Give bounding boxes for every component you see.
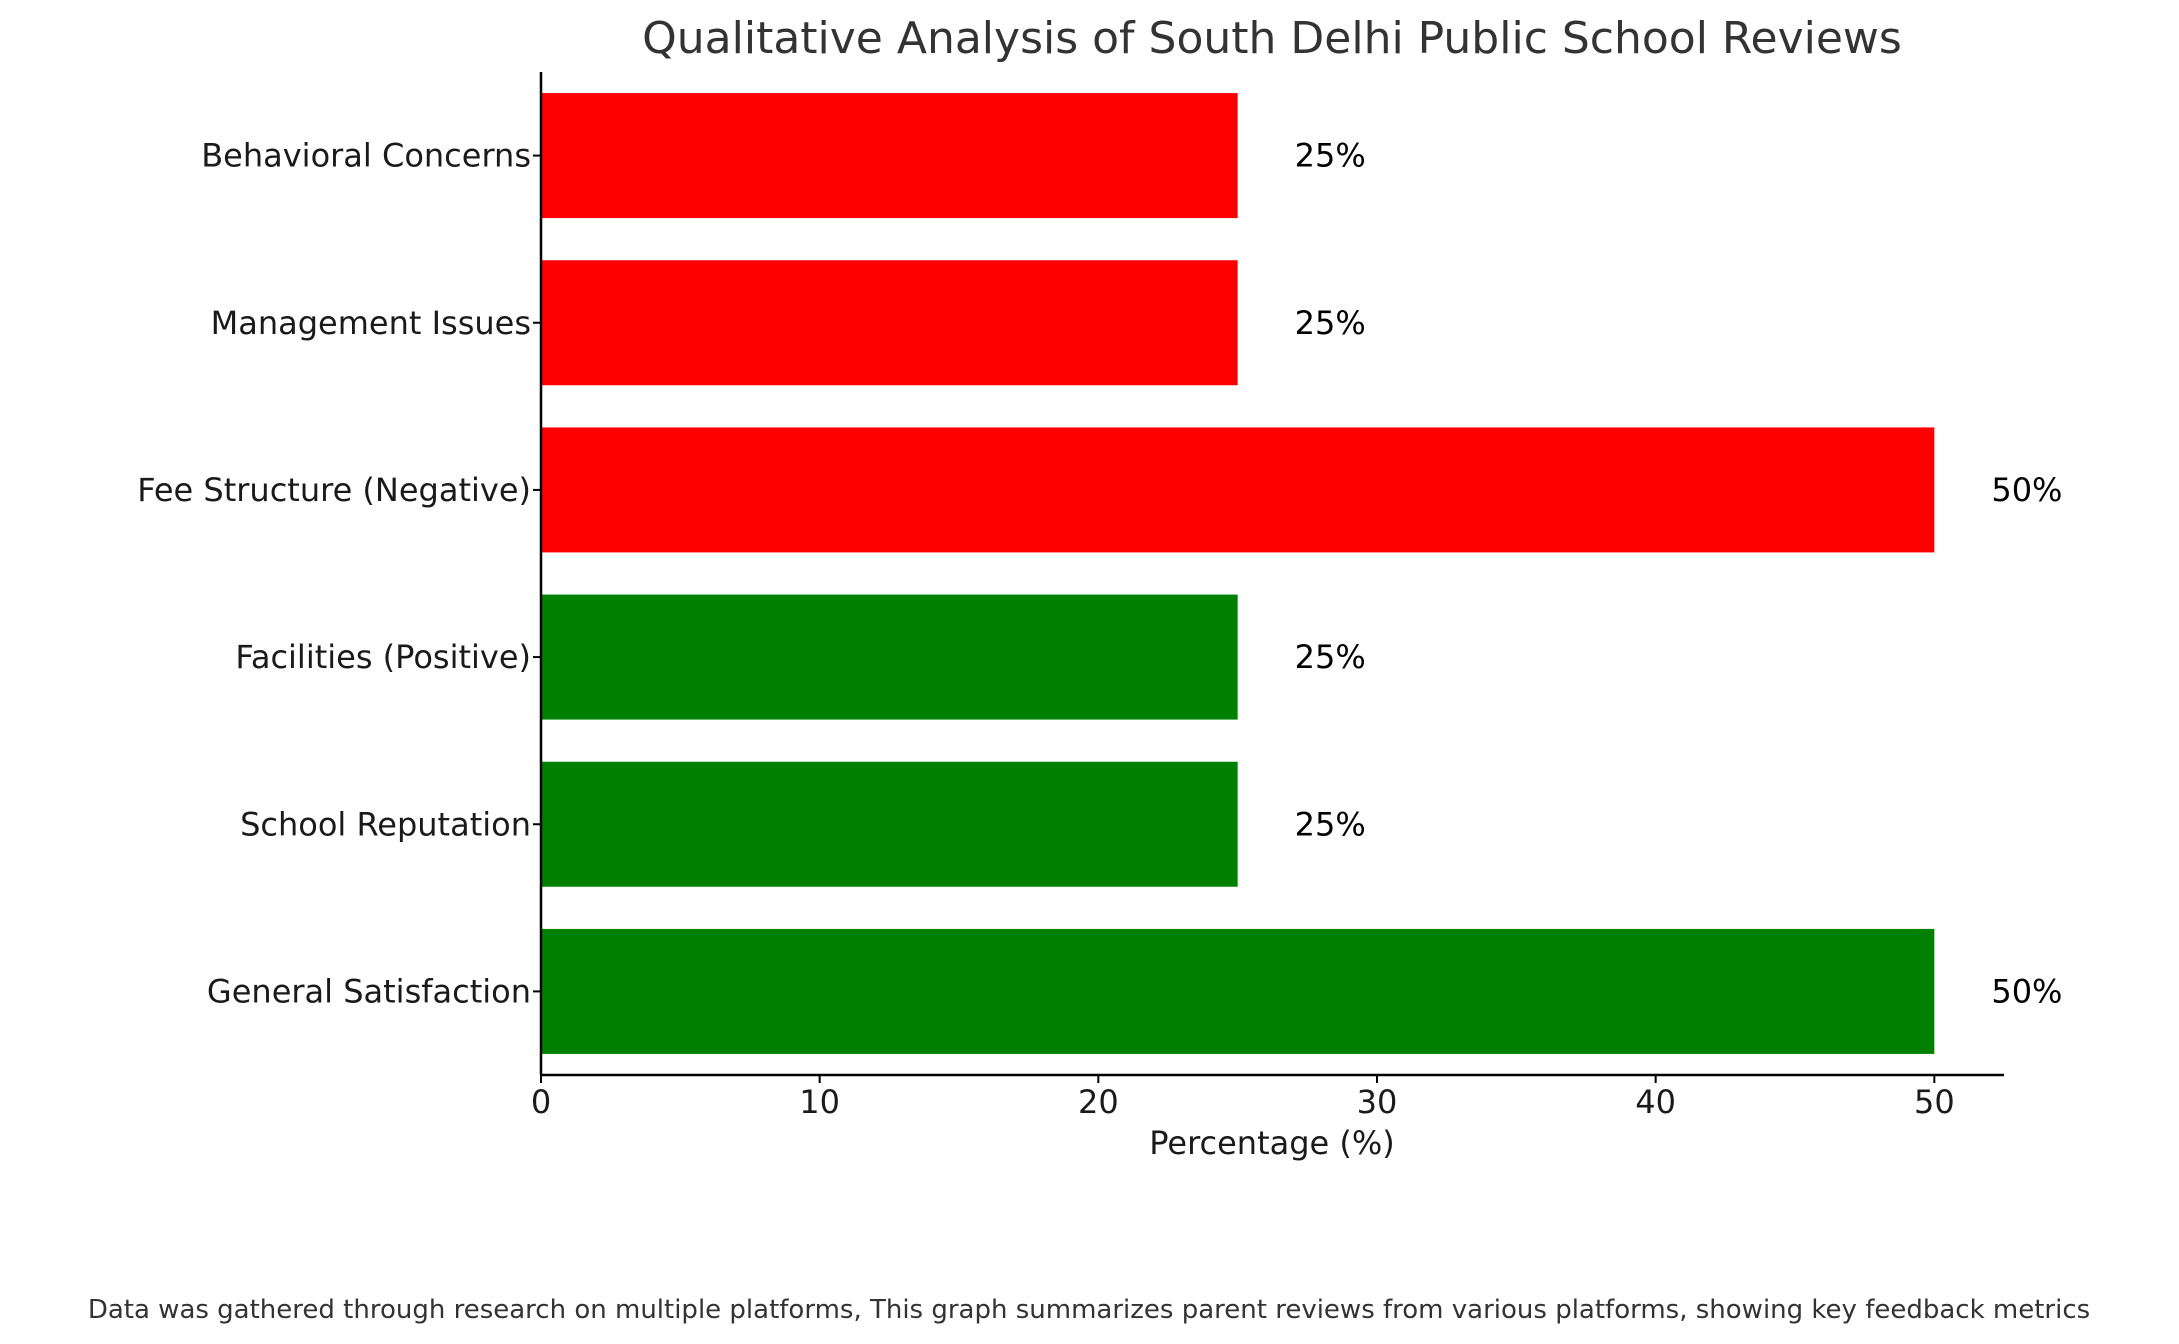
value-labels-layer: 50% 25% 25% 50% 25% 25% <box>1295 137 2063 1011</box>
y-tick-label-management-issues: Management Issues <box>211 304 531 342</box>
bar-behavioral-concerns <box>541 93 1238 219</box>
value-label-fee-structure-negative: 50% <box>1991 471 2062 509</box>
x-tick-label-20: 20 <box>1078 1083 1119 1121</box>
value-label-behavioral-concerns: 25% <box>1295 137 1366 175</box>
value-label-general-satisfaction: 50% <box>1991 972 2062 1010</box>
y-tick-label-school-reputation: School Reputation <box>240 805 531 843</box>
x-axis: 0 10 20 30 40 50 <box>531 1073 2004 1121</box>
y-axis: General Satisfaction School Reputation Fac… <box>137 72 543 1075</box>
bar-management-issues <box>541 260 1238 386</box>
value-label-school-reputation: 25% <box>1295 805 1366 843</box>
x-axis-title: Percentage (%) <box>1149 1124 1395 1162</box>
y-tick-label-behavioral-concerns: Behavioral Concerns <box>201 137 531 175</box>
y-tick-label-general-satisfaction: General Satisfaction <box>207 972 531 1010</box>
chart-title: Qualitative Analysis of South Delhi Publ… <box>642 13 1902 64</box>
bar-school-reputation <box>541 761 1238 887</box>
x-tick-label-50: 50 <box>1914 1083 1955 1121</box>
value-label-management-issues: 25% <box>1295 304 1366 342</box>
x-tick-label-40: 40 <box>1635 1083 1676 1121</box>
footnote: Data was gathered through research on mu… <box>88 1295 2090 1325</box>
bars-layer <box>541 93 1935 1054</box>
x-tick-label-10: 10 <box>799 1083 840 1121</box>
value-label-facilities-positive: 25% <box>1295 638 1366 676</box>
x-tick-label-30: 30 <box>1357 1083 1398 1121</box>
y-tick-label-fee-structure-negative: Fee Structure (Negative) <box>137 471 531 509</box>
bar-general-satisfaction <box>541 928 1935 1054</box>
bar-fee-structure-negative <box>541 427 1935 553</box>
y-tick-label-facilities-positive: Facilities (Positive) <box>235 638 531 676</box>
bar-facilities-positive <box>541 594 1238 720</box>
x-tick-label-0: 0 <box>531 1083 551 1121</box>
